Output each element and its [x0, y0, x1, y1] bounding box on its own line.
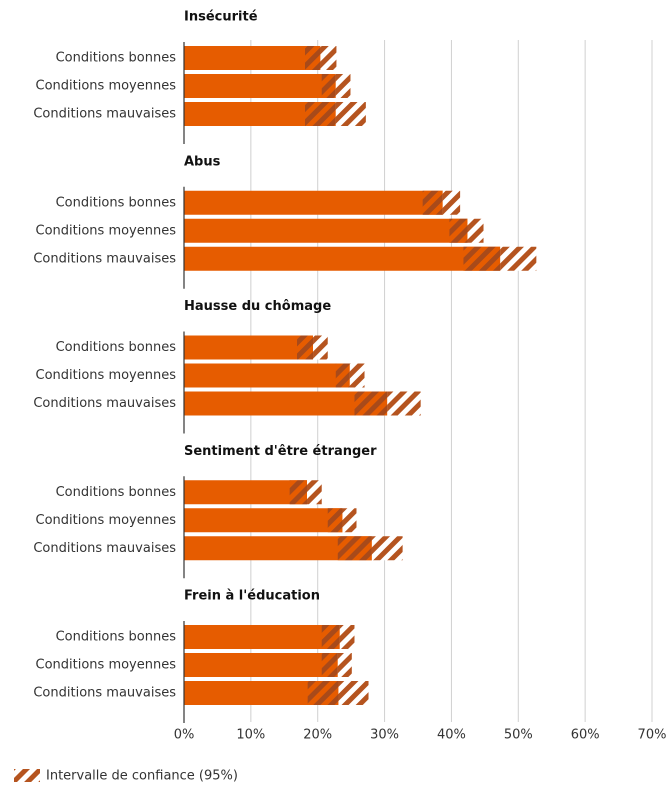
category-label: Conditions mauvaises [33, 107, 176, 122]
ci-upper [335, 74, 351, 98]
ci-upper [442, 190, 461, 215]
category-label: Conditions mauvaises [33, 251, 176, 266]
ci-lower [335, 363, 350, 388]
ci-lower [305, 102, 336, 126]
ci-upper [338, 681, 369, 705]
bar [184, 246, 501, 271]
ci-upper [339, 625, 355, 649]
ci-lower [296, 335, 314, 360]
panel-title: Insécurité [184, 10, 258, 25]
grid [250, 40, 653, 722]
ci-lower [305, 46, 321, 70]
category-label: Conditions moyennes [36, 79, 177, 94]
bar [184, 190, 443, 215]
category-label: Conditions bonnes [56, 630, 177, 645]
panel-title: Frein à l'éducation [184, 589, 320, 604]
x-tick-label: 10% [236, 728, 265, 743]
bar [184, 363, 350, 388]
x-tick-label: 50% [504, 728, 533, 743]
x-tick-label: 40% [437, 728, 466, 743]
panel-title: Sentiment d'être étranger [184, 444, 377, 459]
category-label: Conditions moyennes [36, 658, 177, 673]
legend-swatch [14, 769, 40, 782]
x-tick-label: 30% [370, 728, 399, 743]
ci-lower [463, 246, 501, 271]
bar [184, 46, 321, 70]
ci-upper [335, 102, 366, 126]
x-tick-label: 60% [571, 728, 600, 743]
ci-lower [449, 218, 468, 243]
ci-lower [337, 536, 372, 561]
bar [184, 625, 340, 649]
legend-label: Intervalle de confiance (95%) [46, 769, 238, 784]
ci-upper [349, 363, 365, 388]
panel-title: Hausse du chômage [184, 299, 331, 314]
category-label: Conditions mauvaises [33, 396, 176, 411]
ci-upper [337, 653, 352, 677]
category-label: Conditions mauvaises [33, 686, 176, 701]
ci-upper [307, 480, 322, 505]
ci-lower [354, 391, 388, 416]
ci-upper [313, 335, 328, 360]
bar [184, 508, 343, 533]
ci-upper [371, 536, 403, 561]
x-tick-label: 20% [303, 728, 332, 743]
category-label: Conditions moyennes [36, 223, 177, 238]
bar [184, 391, 388, 416]
ci-upper [387, 391, 421, 416]
category-label: Conditions moyennes [36, 513, 177, 528]
ci-lower [321, 74, 336, 98]
ci-upper [467, 218, 484, 243]
category-label: Conditions mauvaises [33, 541, 176, 556]
x-tick-label: 0% [174, 728, 195, 743]
category-label: Conditions moyennes [36, 368, 177, 383]
ci-lower [422, 190, 443, 215]
category-label: Conditions bonnes [56, 195, 177, 210]
panel-title: Abus [184, 154, 221, 169]
category-label: Conditions bonnes [56, 340, 177, 355]
category-label: Conditions bonnes [56, 51, 177, 66]
plot [183, 42, 537, 723]
bar [184, 653, 338, 677]
ci-upper [500, 246, 537, 271]
ci-upper [342, 508, 357, 533]
bar [184, 218, 468, 243]
bar [184, 480, 308, 505]
bar [184, 335, 314, 360]
ci-lower [321, 653, 338, 677]
category-label: Conditions bonnes [56, 485, 177, 500]
ci-lower [327, 508, 343, 533]
ci-lower [321, 625, 340, 649]
ci-upper [320, 46, 337, 70]
ci-lower [289, 480, 308, 505]
ci-lower [307, 681, 339, 705]
x-tick-label: 70% [638, 728, 667, 743]
bar [184, 74, 336, 98]
